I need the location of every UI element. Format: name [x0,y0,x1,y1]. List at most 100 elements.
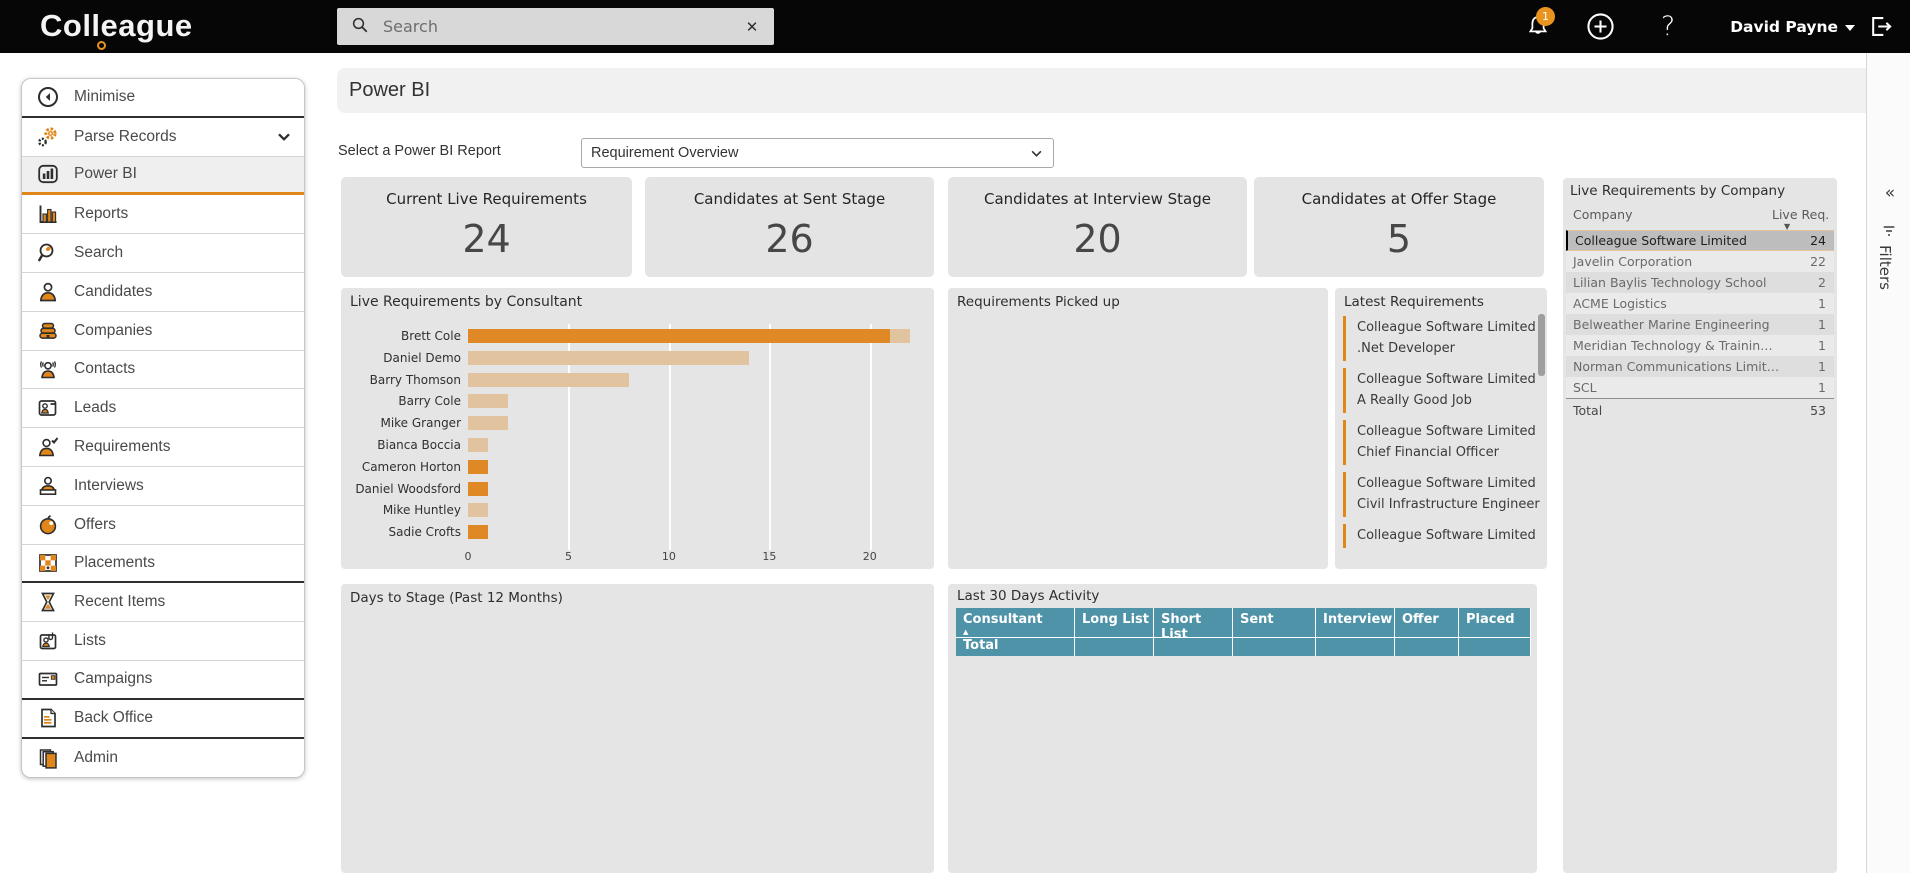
sidebar-item-placements[interactable]: Placements [22,544,304,584]
kpi-card[interactable]: Candidates at Sent Stage 26 [645,177,934,277]
sidebar-item-contacts[interactable]: Contacts [22,350,304,390]
consultant-chart-panel[interactable]: Live Requirements by Consultant Brett Co… [341,288,934,569]
bar-row[interactable]: Mike Granger [341,413,934,435]
global-search-bar[interactable]: ✕ [337,8,774,45]
sidebar-item-lists[interactable]: Lists [22,622,304,661]
notifications-button[interactable] [1518,0,1558,53]
sidebar-item-reports[interactable]: Reports [22,195,304,235]
leads-icon [35,395,61,421]
sidebar-item-label: Interviews [74,476,144,494]
sort-desc-icon: ▼ [1784,222,1791,231]
table-row[interactable]: Lilian Baylis Technology School 2 [1566,272,1834,293]
bar-segment [468,416,509,431]
table-row[interactable]: SCL 1 [1566,377,1834,398]
sidebar-item-label: Campaigns [74,670,153,688]
sort-asc-icon: ▲ [963,628,969,636]
table-row[interactable]: ACME Logistics 1 [1566,293,1834,314]
sidebar-item-back-office[interactable]: Back Office [22,699,304,739]
column-header[interactable]: Consultant ▲ [956,608,1075,638]
bar-row[interactable]: Mike Huntley [341,500,934,522]
kpi-card[interactable]: Current Live Requirements 24 [341,177,632,277]
kpi-value: 24 [462,217,511,261]
bar-row[interactable]: Cameron Horton [341,457,934,479]
sidebar-item-recent-items[interactable]: Recent Items [22,583,304,623]
total-cell [1154,638,1233,656]
sidebar-item-label: Contacts [74,360,136,378]
requirements-picked-up-panel[interactable]: Requirements Picked up [948,288,1328,569]
sidebar-item-interviews[interactable]: Interviews [22,466,304,506]
sidebar-item-power-bi[interactable]: Power BI [22,156,304,196]
table-row[interactable]: Colleague Software Limited 24 [1566,230,1834,251]
bar-segment [468,438,489,452]
filters-label[interactable]: Filters [1876,245,1894,290]
column-header[interactable]: Sent [1233,608,1316,638]
sidebar-item-companies[interactable]: Companies [22,311,304,351]
total-label: Total [1573,402,1603,418]
latest-requirements-panel[interactable]: Latest Requirements Colleague Software L… [1335,288,1547,569]
sidebar-item-requirements[interactable]: Requirements [22,428,304,467]
bar-row[interactable]: Sadie Crofts [341,522,934,544]
sidebar-item-campaigns[interactable]: Campaigns [22,660,304,700]
sidebar-menu: Minimise Parse Records Power BI Reports Sear… [21,78,305,778]
minimise-icon [35,84,61,110]
placements-icon [35,550,61,576]
logout-button[interactable] [1860,0,1900,53]
column-header[interactable]: Placed [1459,608,1531,638]
expand-filters-icon[interactable]: « [1884,183,1895,203]
sidebar-item-label: Power BI [74,165,137,183]
bar-row[interactable]: Brett Cole [341,326,934,348]
latest-requirement-item[interactable]: Colleague Software Limited Chief Financia… [1343,420,1536,465]
sidebar-item-admin[interactable]: Admin [22,738,304,777]
bar-row[interactable]: Barry Thomson [341,370,934,392]
sidebar-item-search[interactable]: Search [22,234,304,273]
sidebar-item-candidates[interactable]: Candidates [22,272,304,312]
help-icon[interactable]: ? [1660,11,1676,42]
search-input[interactable] [383,17,730,36]
column-header-live-req[interactable]: Live Req. ▼ [1772,207,1830,231]
activity-table-header[interactable]: Consultant ▲ Long List Short List Sent Interv… [956,608,1531,642]
company-requirements-panel[interactable]: Live Requirements by Company Company Live… [1563,178,1837,873]
gridline [769,324,772,550]
activity-table: Consultant ▲ Long List Short List Sent Interv… [956,608,1531,656]
column-header[interactable]: Offer [1395,608,1459,638]
sidebar-item-offers[interactable]: Offers [22,505,304,545]
sidebar-item-leads[interactable]: Leads [22,389,304,429]
chevron-down-icon[interactable] [276,129,292,150]
last-30-days-activity-panel[interactable]: Last 30 Days Activity Consultant ▲ Long Li… [948,584,1537,873]
days-to-stage-panel[interactable]: Days to Stage (Past 12 Months) [341,584,934,873]
table-row[interactable]: Belweather Marine Engineering 1 [1566,314,1834,335]
kpi-card[interactable]: Candidates at Interview Stage 20 [948,177,1247,277]
latest-requirement-item[interactable]: Colleague Software Limited Civil Infrastr… [1343,472,1540,517]
table-row[interactable]: Javelin Corporation 22 [1566,251,1834,272]
company-table-header[interactable]: Company Live Req. ▼ [1566,204,1834,231]
bar-row[interactable]: Bianca Boccia [341,435,934,457]
latest-requirement-item[interactable]: Colleague Software Limited A Really Good … [1343,368,1536,413]
kpi-card[interactable]: Candidates at Offer Stage 5 [1254,177,1544,277]
table-row[interactable]: Meridian Technology & Trainin… 1 [1566,335,1834,356]
bar-row[interactable]: Daniel Woodsford [341,479,934,501]
column-header[interactable]: Short List [1154,608,1233,642]
report-select-dropdown[interactable]: Requirement Overview [581,138,1054,168]
latest-requirement-item[interactable]: Colleague Software Limited .Net Developer [1343,316,1536,361]
clear-search-icon[interactable]: ✕ [745,17,759,36]
latest-requirement-item[interactable]: Colleague Software Limited [1343,524,1536,548]
x-axis-tick: 0 [464,550,472,563]
total-cell [1316,638,1395,656]
column-header[interactable]: Long List [1075,608,1154,638]
live-req-value: 1 [1818,296,1826,311]
scrollbar[interactable] [1538,314,1545,376]
bar-row[interactable]: Daniel Demo [341,348,934,370]
colleague-logo[interactable]: Colleague [40,8,193,43]
user-menu[interactable]: David Payne [1730,0,1855,53]
live-req-value: 1 [1818,317,1826,332]
add-record-button[interactable] [1580,0,1620,53]
sidebar-item-parse-records[interactable]: Parse Records [22,117,304,157]
bar-row[interactable]: Barry Cole [341,391,934,413]
company-name: Meridian Technology & Trainin… [1573,338,1773,353]
bar-segment [889,329,910,343]
sidebar-item-minimise[interactable]: Minimise [22,79,304,118]
column-header[interactable]: Interview [1316,608,1395,638]
column-header-company[interactable]: Company [1573,207,1633,222]
table-row[interactable]: Norman Communications Limit… 1 [1566,356,1834,377]
campaigns-icon [35,666,61,692]
